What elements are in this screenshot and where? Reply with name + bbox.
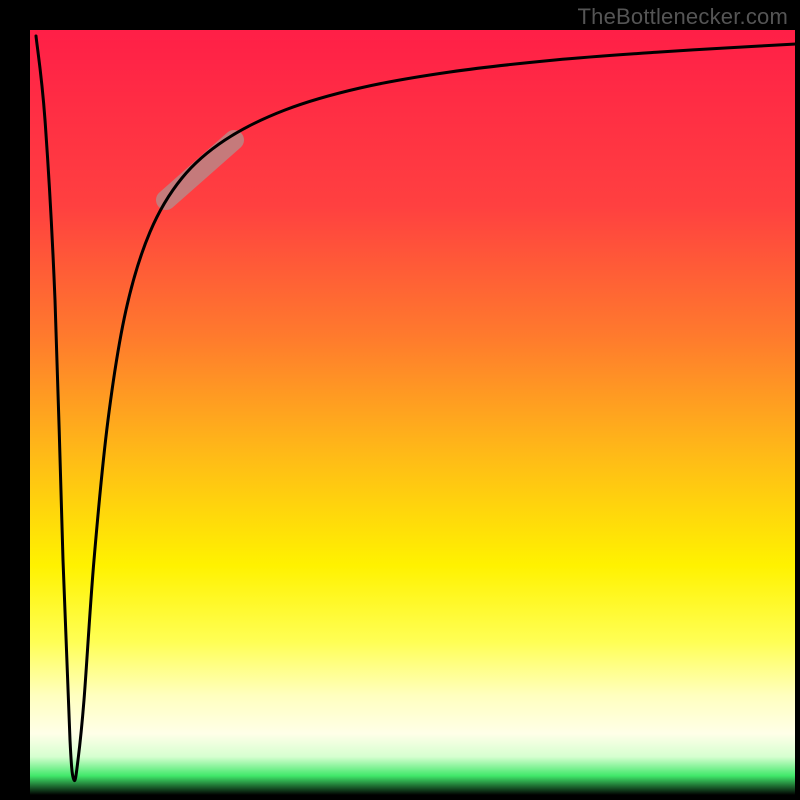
attribution-text: TheBottlenecker.com: [578, 4, 788, 30]
gradient-background: [30, 30, 795, 795]
chart-svg: [0, 0, 800, 800]
chart-container: TheBottlenecker.com: [0, 0, 800, 800]
